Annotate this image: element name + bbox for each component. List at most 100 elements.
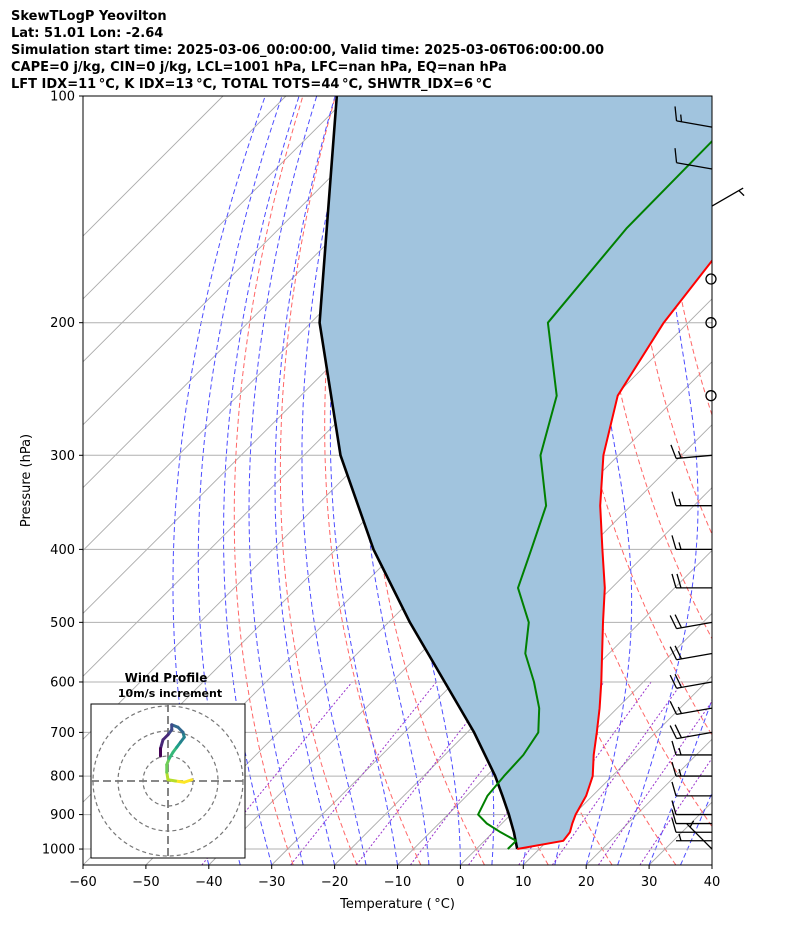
x-tick-label: 10: [515, 875, 532, 890]
y-tick-label: 300: [50, 449, 75, 464]
moist-adiabat: [744, 96, 794, 865]
temperature-line: [517, 259, 712, 850]
isotherm-line: [711, 864, 712, 865]
wind-barb-flag: [669, 701, 678, 715]
wind-barb-half-flag: [677, 706, 683, 714]
y-tick-label: 1000: [42, 843, 75, 858]
wind-barb: [676, 731, 713, 740]
wind-barb-half-flag: [678, 833, 682, 841]
mixing-ratio-line: [597, 700, 712, 865]
y-tick-label: 600: [50, 675, 75, 690]
wind-barb-half-flag: [678, 542, 682, 550]
wind-barb-flag: [674, 614, 683, 629]
wind-barb-flag: [671, 761, 677, 777]
wind-barb: [676, 454, 713, 460]
wind-barb-calm: [705, 317, 717, 329]
axes: −60 −50 −40 −30 −20 −10 0 10 20 30 40 1000 900 800 700…: [19, 90, 720, 913]
chart-title: SkewTLogP Yeovilton: [11, 9, 167, 24]
wind-barb-flag: [674, 148, 678, 163]
cape-cin-fill: [319, 96, 712, 849]
moist-adiabat: [248, 96, 318, 865]
wind-barb-flag: [676, 573, 682, 589]
profile-lines: [318, 96, 712, 850]
wind-barb: [676, 162, 713, 170]
moist-adiabat: [274, 96, 336, 865]
isotherm-line: [83, 96, 224, 237]
dry-adiabat: [233, 96, 304, 865]
y-axis-label: Pressure (hPa): [19, 434, 34, 527]
wind-barb-flag: [669, 646, 678, 661]
y-tick-label: 200: [50, 316, 75, 331]
wind-barb: [676, 621, 713, 630]
hodograph-plot: [91, 704, 245, 858]
wind-barb-flag: [669, 725, 678, 739]
x-tick-label: 30: [641, 875, 658, 890]
wind-barb-flag: [671, 535, 677, 550]
x-tick-label: −10: [384, 875, 411, 890]
y-tick-label: 500: [50, 616, 75, 631]
dry-adiabat: [279, 96, 358, 865]
wind-barb-half-flag: [738, 190, 745, 197]
x-tick-label: 40: [704, 875, 721, 890]
moist-adiabat: [711, 863, 712, 865]
wind-barb-flag: [674, 106, 678, 121]
isotherm-line: [83, 96, 350, 363]
isotherm-line: [271, 424, 712, 865]
y-tick-label: 700: [50, 726, 75, 741]
dewpoint-line: [477, 139, 712, 850]
hodograph-subtitle: 10m/s increment: [118, 687, 222, 700]
wind-barb: [676, 652, 713, 661]
wind-barb: [686, 823, 713, 850]
dry-adiabat: [660, 96, 712, 417]
chart-header: SkewTLogP Yeovilton Lat: 51.01 Lon: -2.6…: [11, 8, 604, 93]
isotherm-line: [83, 96, 287, 300]
wind-barb-flag: [671, 781, 677, 797]
times-line: Simulation start time: 2025-03-06_00:00:…: [11, 43, 604, 58]
location-line: Lat: 51.01 Lon: -2.64: [11, 26, 164, 41]
moist-adiabat: [301, 96, 367, 865]
dry-adiabat: [726, 96, 794, 865]
x-tick-label: −50: [132, 875, 159, 890]
dry-adiabat: [759, 96, 794, 865]
mixing-ratio-line: [201, 681, 353, 865]
wind-barb-calm: [705, 390, 717, 402]
parcel-profile-line: [318, 96, 519, 850]
wind-barb-half-flag: [680, 114, 683, 122]
y-tick-label: 100: [50, 90, 75, 105]
x-tick-label: −60: [69, 875, 96, 890]
dry-adiabat: [324, 96, 422, 865]
wind-barb-flag: [671, 491, 677, 506]
isotherm-line: [522, 675, 712, 865]
hodograph-inset: Wind Profile 10m/s increment: [90, 671, 246, 859]
wind-barb-half-flag: [677, 450, 682, 459]
moist-adiabat: [617, 96, 699, 865]
wind-barb-flag: [669, 615, 678, 629]
wind-barb-flag: [671, 818, 677, 833]
wind-barb-flag: [671, 740, 677, 756]
mixing-ratio-line: [639, 757, 712, 865]
y-tick-label: 400: [50, 543, 75, 558]
wind-barb-flag: [669, 674, 678, 689]
mixing-ratio-line: [551, 681, 684, 865]
dry-adiabat: [593, 96, 712, 640]
dry-adiabat: [366, 96, 485, 865]
wind-barb-flag: [674, 673, 683, 688]
mixing-ratio-line: [290, 681, 437, 865]
x-tick-label: 0: [456, 875, 464, 890]
wind-barbs: [669, 106, 745, 850]
isotherm-line: [334, 486, 712, 865]
moist-adiabat: [197, 96, 283, 865]
wind-barb-flag: [674, 645, 683, 660]
wind-barb: [676, 120, 713, 128]
hodograph-segment: [159, 738, 165, 750]
moist-adiabat: [648, 698, 712, 865]
moist-adiabat: [223, 96, 300, 865]
x-tick-label: 20: [578, 875, 595, 890]
wind-barb-calm: [705, 273, 717, 285]
x-tick-label: −40: [195, 875, 222, 890]
y-tick-label: 800: [50, 770, 75, 785]
x-axis-label: Temperature ( °C): [339, 897, 455, 912]
wind-barb-half-flag: [678, 498, 682, 506]
wind-barb-flag: [671, 573, 677, 589]
wind-barb-flag: [670, 444, 677, 459]
